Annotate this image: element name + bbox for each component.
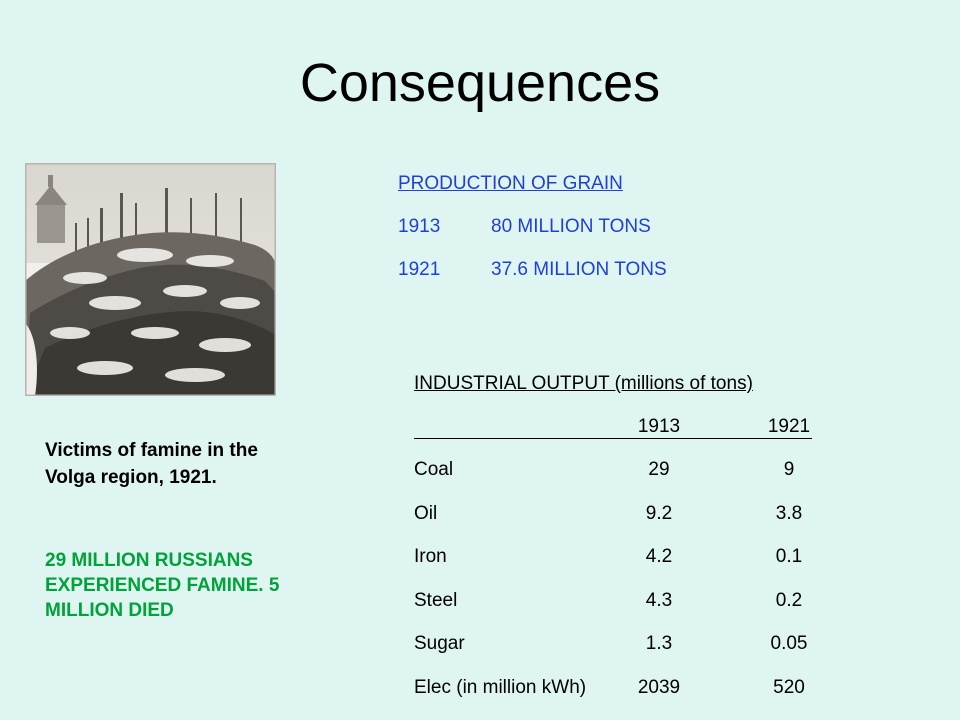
slide-title: Consequences bbox=[299, 53, 661, 113]
value-1913: 9.2 bbox=[645, 502, 673, 524]
grain-amount: 80 MILLION TONS bbox=[491, 216, 651, 237]
famine-photo-illustration bbox=[25, 163, 276, 396]
row-label: Coal bbox=[414, 459, 454, 480]
row-label: Iron bbox=[414, 546, 447, 567]
row-label: Steel bbox=[414, 589, 458, 611]
value-1921: 9 bbox=[783, 459, 795, 480]
value-1913: 1.3 bbox=[645, 633, 673, 654]
grain-heading: PRODUCTION OF GRAIN bbox=[398, 173, 623, 194]
header-underline bbox=[414, 438, 812, 439]
grain-year: 1921 bbox=[398, 259, 441, 280]
table-row: Iron 4.2 0.1 bbox=[414, 544, 854, 588]
famine-photo bbox=[25, 163, 276, 396]
table-row: Steel 4.3 0.2 bbox=[414, 588, 854, 632]
value-1913: 4.2 bbox=[645, 546, 673, 567]
value-1921: 0.05 bbox=[770, 633, 808, 654]
value-1913: 29 bbox=[648, 459, 670, 480]
grain-row: 1913 80 MILLION TONS bbox=[398, 214, 651, 257]
value-1921: 3.8 bbox=[775, 502, 803, 524]
value-1913: 2039 bbox=[637, 676, 681, 698]
value-1921: 0.2 bbox=[775, 589, 803, 611]
grain-row: 1921 37.6 MILLION TONS bbox=[398, 257, 667, 300]
row-label: Sugar bbox=[414, 633, 465, 654]
grain-production: PRODUCTION OF GRAIN 1913 80 MILLION TONS… bbox=[398, 171, 667, 300]
row-label: Oil bbox=[414, 502, 438, 524]
industrial-output-table: INDUSTRIAL OUTPUT (millions of tons) 191… bbox=[414, 371, 854, 718]
famine-note: 29 MILLION RUSSIANS EXPERIENCED FAMINE. … bbox=[45, 550, 280, 621]
industrial-header-row: 1913 1921 bbox=[414, 414, 854, 457]
photo-caption: Victims of famine in the Volga region, 1… bbox=[45, 440, 258, 488]
value-1921: 520 bbox=[773, 676, 805, 698]
row-label: Elec (in million kWh) bbox=[414, 676, 587, 698]
table-row: Sugar 1.3 0.05 bbox=[414, 631, 854, 675]
value-1921: 0.1 bbox=[775, 546, 803, 567]
table-row: Oil 9.2 3.8 bbox=[414, 501, 854, 545]
grain-year: 1913 bbox=[398, 216, 441, 237]
value-1913: 4.3 bbox=[645, 589, 673, 611]
table-row: Elec (in million kWh) 2039 520 bbox=[414, 675, 854, 719]
grain-amount: 37.6 MILLION TONS bbox=[491, 259, 667, 280]
column-header-1913: 1913 bbox=[637, 416, 681, 437]
table-row: Coal 29 9 bbox=[414, 457, 854, 501]
column-header-1921: 1921 bbox=[767, 416, 811, 437]
industrial-heading: INDUSTRIAL OUTPUT (millions of tons) bbox=[414, 373, 753, 394]
